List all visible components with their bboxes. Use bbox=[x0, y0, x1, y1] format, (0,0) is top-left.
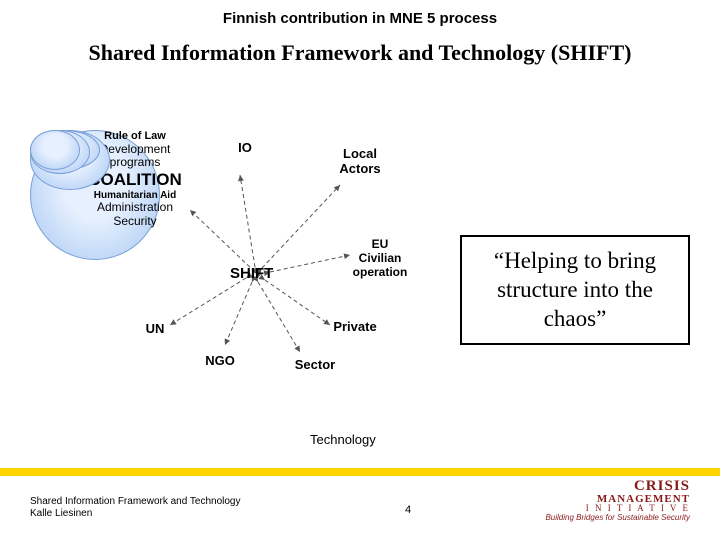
page-number: 4 bbox=[405, 504, 411, 516]
footer-line2: Kalle Liesinen bbox=[30, 508, 240, 520]
quote-text: “Helping to bring structure into the cha… bbox=[494, 248, 656, 331]
shift-center-label: SHIFT bbox=[230, 265, 273, 282]
local-label: Local Actors bbox=[325, 147, 395, 177]
eu-label: EU Civilian operation bbox=[340, 238, 420, 279]
logo-line3: I N I T I A T I V E bbox=[586, 503, 690, 513]
footer-left: Shared Information Framework and Technol… bbox=[30, 496, 240, 520]
private-label: Private bbox=[320, 320, 390, 335]
supertitle: Finnish contribution in MNE 5 process bbox=[0, 10, 720, 27]
footer-yellow-bar bbox=[0, 468, 720, 476]
main-title: Shared Information Framework and Technol… bbox=[0, 40, 720, 66]
io-label: IO bbox=[220, 141, 270, 156]
slide: Finnish contribution in MNE 5 process Sh… bbox=[0, 0, 720, 540]
un-ellipse bbox=[30, 130, 80, 170]
quote-box: “Helping to bring structure into the cha… bbox=[460, 235, 690, 345]
un-label: UN bbox=[130, 322, 180, 337]
ngo-label: NGO bbox=[190, 354, 250, 369]
footer-line1: Shared Information Framework and Technol… bbox=[30, 496, 240, 508]
footer-logo: CRISIS MANAGEMENT I N I T I A T I V E Bu… bbox=[545, 479, 690, 522]
shift-diagram: Rule of Law Development programs COALITI… bbox=[30, 130, 460, 450]
local-label-text: Local Actors bbox=[339, 146, 380, 176]
technology-label: Technology bbox=[310, 432, 376, 447]
eu-label-text: EU Civilian operation bbox=[353, 237, 408, 279]
logo-tagline: Building Bridges for Sustainable Securit… bbox=[545, 513, 690, 522]
sector-label: Sector bbox=[280, 358, 350, 373]
node-un: UN bbox=[30, 130, 80, 170]
